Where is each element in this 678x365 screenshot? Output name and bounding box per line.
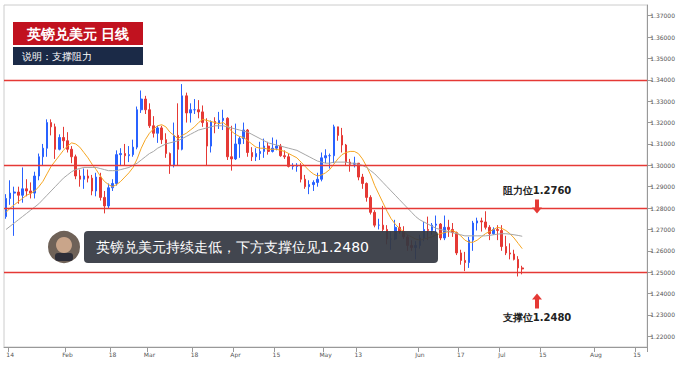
svg-text:英镑兑美元持续走低，下方支撑位见1.2480: 英镑兑美元持续走低，下方支撑位见1.2480 bbox=[96, 239, 369, 255]
svg-text:Feb: Feb bbox=[62, 351, 73, 358]
svg-text:1.33000: 1.33000 bbox=[650, 98, 675, 105]
svg-text:May: May bbox=[319, 351, 332, 359]
svg-text:Apr: Apr bbox=[230, 351, 241, 359]
svg-text:英镑兑美元 日线: 英镑兑美元 日线 bbox=[26, 26, 130, 42]
svg-text:1.37000: 1.37000 bbox=[650, 12, 675, 19]
svg-text:1.26000: 1.26000 bbox=[650, 247, 675, 254]
svg-text:15: 15 bbox=[633, 351, 641, 358]
svg-text:1.27000: 1.27000 bbox=[650, 226, 675, 233]
svg-text:1.24000: 1.24000 bbox=[650, 290, 675, 297]
svg-text:1.22000: 1.22000 bbox=[650, 333, 675, 340]
svg-text:Mar: Mar bbox=[144, 351, 156, 358]
svg-text:1.35000: 1.35000 bbox=[650, 55, 675, 62]
svg-text:1.23000: 1.23000 bbox=[650, 311, 675, 318]
svg-text:Jun: Jun bbox=[414, 351, 425, 359]
svg-text:1.28000: 1.28000 bbox=[650, 205, 675, 212]
svg-text:1.25000: 1.25000 bbox=[650, 269, 675, 276]
svg-text:14: 14 bbox=[6, 351, 14, 358]
svg-text:18: 18 bbox=[109, 351, 117, 358]
svg-text:说明：支撑阻力: 说明：支撑阻力 bbox=[22, 51, 92, 62]
svg-text:1.31000: 1.31000 bbox=[650, 140, 675, 147]
svg-text:15: 15 bbox=[539, 351, 547, 358]
svg-text:18: 18 bbox=[191, 351, 199, 358]
svg-text:1.36000: 1.36000 bbox=[650, 34, 675, 41]
svg-text:15: 15 bbox=[273, 351, 281, 358]
svg-text:17: 17 bbox=[457, 351, 465, 358]
svg-text:支撑位1.2480: 支撑位1.2480 bbox=[502, 312, 572, 323]
svg-text:Jul: Jul bbox=[497, 351, 506, 359]
svg-text:1.34000: 1.34000 bbox=[650, 76, 675, 83]
svg-text:13: 13 bbox=[355, 351, 363, 358]
svg-text:1.30000: 1.30000 bbox=[650, 162, 675, 169]
svg-text:阻力位1.2760: 阻力位1.2760 bbox=[503, 185, 572, 196]
svg-text:Aug: Aug bbox=[590, 351, 602, 359]
svg-text:1.32000: 1.32000 bbox=[650, 119, 675, 126]
svg-text:1.29000: 1.29000 bbox=[650, 183, 675, 190]
